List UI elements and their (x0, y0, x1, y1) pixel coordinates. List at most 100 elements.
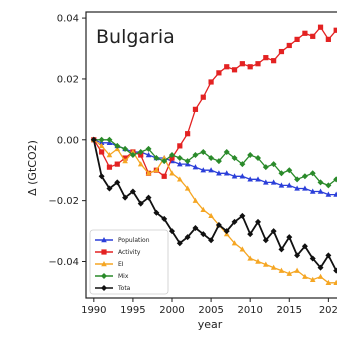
legend-label: EI (118, 261, 124, 268)
data-point-mix (333, 176, 337, 183)
y-axis-ticks: −0.04 −0.02 0.00 0.02 0.04 (48, 14, 86, 268)
data-point-tota (137, 200, 144, 207)
data-point-population (223, 170, 230, 176)
y-tick-label: 0.04 (57, 14, 79, 25)
legend-swatch-marker (101, 249, 107, 255)
data-point-population (270, 179, 277, 185)
data-point-ei (177, 176, 183, 182)
data-point-mix (247, 152, 254, 158)
data-point-activity (106, 164, 113, 170)
data-point-tota (90, 136, 97, 143)
data-point-mix (301, 173, 308, 180)
data-point-mix (255, 155, 261, 162)
data-point-tota (129, 188, 136, 195)
data-point-population (216, 170, 222, 176)
data-point-activity (192, 106, 199, 112)
data-point-mix (325, 182, 332, 189)
y-tick-label: 0.02 (57, 74, 79, 85)
plot-frame (85, 11, 337, 299)
data-point-tota (231, 218, 238, 225)
data-point-population (231, 173, 238, 179)
legend-swatch-marker (101, 261, 107, 267)
data-point-ei (169, 170, 175, 176)
data-point-tota (169, 228, 175, 235)
data-point-mix (262, 164, 269, 171)
data-point-activity (317, 24, 324, 30)
data-point-activity (278, 48, 285, 55)
data-point-mix (231, 155, 238, 162)
legend-label: Activity (118, 249, 141, 256)
y-tick-label: −0.04 (48, 257, 79, 268)
data-point-ei (270, 264, 277, 270)
data-point-population (309, 188, 316, 194)
data-point-tota (98, 173, 105, 180)
y-tick-label: 0.00 (57, 135, 79, 146)
data-point-mix (192, 152, 199, 158)
legend-item-ei: EI (95, 261, 124, 268)
data-point-activity (263, 55, 269, 61)
data-point-population (317, 188, 324, 194)
legend-swatch-marker (101, 285, 107, 291)
data-point-activity (239, 61, 245, 67)
data-point-activity (161, 173, 167, 179)
data-point-tota (153, 209, 160, 216)
data-point-mix (137, 148, 144, 155)
data-point-tota (278, 246, 285, 253)
data-point-activity (122, 155, 128, 161)
data-point-tota (286, 234, 293, 241)
data-point-population (263, 179, 269, 185)
data-point-ei (286, 270, 293, 276)
data-point-activity (333, 27, 337, 33)
data-point-tota (309, 255, 316, 262)
data-point-activity (185, 131, 191, 137)
data-point-mix (122, 145, 129, 152)
data-point-ei (153, 167, 160, 173)
data-point-ei (333, 279, 337, 285)
data-point-ei (130, 148, 136, 155)
data-point-ei (309, 276, 316, 282)
data-point-activity (200, 94, 206, 100)
data-point-mix (270, 161, 277, 168)
data-point-tota (262, 237, 269, 244)
data-point-mix (215, 158, 222, 165)
data-point-tota (247, 231, 254, 238)
data-point-mix (169, 152, 175, 158)
x-axis-ticks: 1990 1995 2000 2005 2010 2015 202 (81, 298, 337, 316)
data-point-tota (270, 228, 277, 235)
x-tick-label: 1990 (81, 305, 106, 316)
y-axis-label: Δ (GtCO2) (26, 140, 39, 196)
data-point-tota (122, 194, 129, 201)
series-line-tota (92, 139, 337, 272)
data-point-ei (184, 185, 191, 191)
data-point-mix (294, 176, 301, 183)
data-point-ei (263, 261, 269, 267)
data-point-activity (310, 33, 316, 39)
data-point-activity (99, 149, 105, 155)
data-point-tota (184, 234, 191, 241)
data-point-tota (223, 228, 230, 235)
data-point-tota (161, 215, 168, 222)
data-point-tota (106, 185, 113, 192)
legend-swatch-marker (101, 273, 107, 279)
data-point-tota (215, 221, 222, 228)
data-point-ei (255, 258, 261, 264)
data-point-mix (317, 179, 324, 186)
legend-box (89, 229, 169, 295)
data-point-population (325, 191, 332, 197)
legend-swatch-marker (101, 237, 107, 243)
data-point-mix (309, 170, 316, 177)
data-point-ei (145, 170, 152, 176)
data-point-tota (145, 194, 152, 201)
data-point-mix (223, 148, 230, 155)
data-point-tota (239, 212, 246, 219)
chart-title: Bulgaria (96, 26, 175, 48)
data-point-mix (278, 170, 285, 177)
data-point-mix (176, 155, 183, 162)
data-point-population (278, 182, 285, 188)
data-point-mix (114, 142, 121, 149)
data-point-population (333, 191, 337, 197)
data-point-population (286, 182, 293, 188)
legend-item-activity: Activity (95, 249, 141, 256)
data-point-population (302, 185, 308, 191)
